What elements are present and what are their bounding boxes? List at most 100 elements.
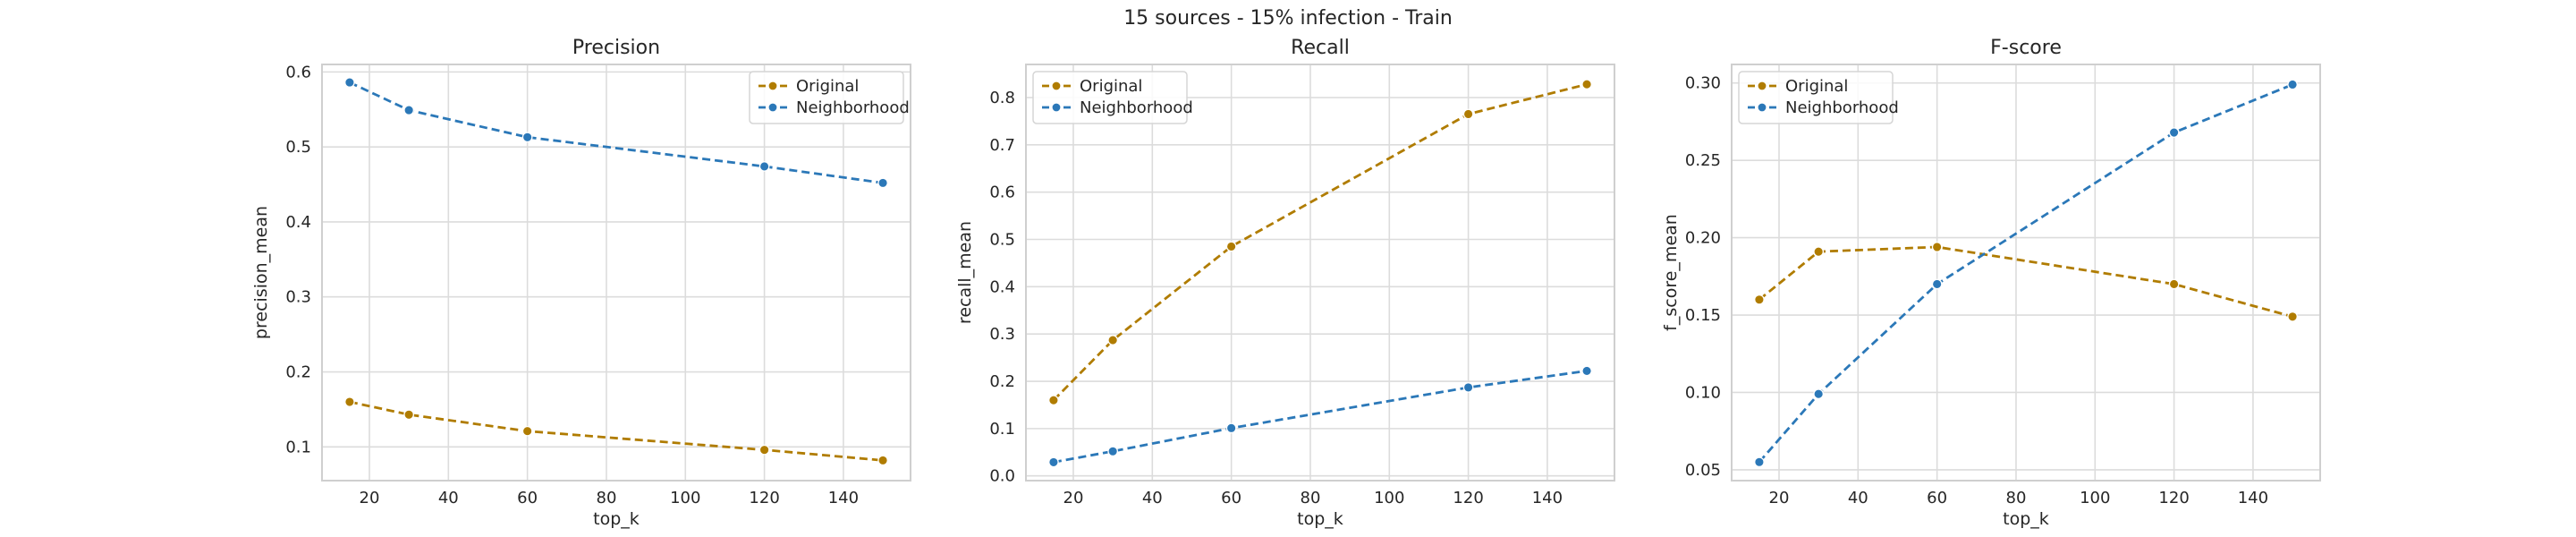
x-tick-label: 120 (1453, 489, 1483, 507)
panel-title: Precision (572, 37, 660, 59)
x-tick-label: 40 (1848, 489, 1868, 507)
x-axis-label: top_k (593, 509, 640, 529)
x-tick-label: 100 (670, 489, 700, 507)
data-point-neighborhood (403, 105, 415, 115)
data-point-neighborhood (1107, 446, 1119, 457)
data-point-original (1813, 246, 1825, 258)
x-tick-label: 60 (517, 489, 538, 507)
y-tick-label: 0.5 (285, 138, 311, 157)
data-point-neighborhood (2287, 79, 2298, 90)
data-point-neighborhood (1462, 382, 1474, 393)
data-point-neighborhood (344, 77, 355, 88)
y-tick-label: 0.1 (285, 438, 311, 456)
y-tick-label: 0.6 (285, 63, 311, 81)
series-line-original (349, 400, 884, 462)
series-line-original (1758, 245, 2293, 319)
legend-label: Neighborhood (1785, 98, 1899, 117)
x-tick-label: 80 (1301, 489, 1321, 507)
y-tick-label: 0.1 (989, 420, 1015, 439)
plot-frame (321, 64, 911, 482)
legend-swatch-marker (767, 102, 778, 113)
data-point-neighborhood (758, 161, 770, 172)
legend-box (1738, 71, 1894, 124)
x-tick-label: 40 (1142, 489, 1163, 507)
legend-swatch-marker (1757, 102, 1767, 113)
series-line-original (1052, 82, 1588, 402)
y-tick-label: 0.8 (989, 89, 1015, 107)
x-axis-label: top_k (1297, 509, 1343, 529)
data-point-original (1581, 79, 1592, 90)
y-tick-label: 0.10 (1685, 383, 1721, 402)
y-tick-label: 0.15 (1685, 306, 1721, 325)
data-point-original (877, 455, 888, 466)
y-tick-label: 0.0 (989, 467, 1015, 486)
y-tick-label: 0.7 (989, 136, 1015, 155)
recall-panel: 20 40 60 80 100 120 140 0.0 0.1 0.2 0.3 0.4 0.5 0.6 0.… (955, 37, 1615, 529)
x-tick-label: 140 (2238, 489, 2268, 507)
y-tick-label: 0.4 (285, 213, 311, 232)
data-point-original (2287, 311, 2298, 322)
legend-label: Neighborhood (1080, 98, 1193, 117)
y-tick-label: 0.05 (1685, 461, 1721, 480)
y-tick-label: 0.2 (989, 372, 1015, 391)
y-tick-label: 0.4 (989, 277, 1015, 296)
data-point-neighborhood (1048, 456, 1059, 468)
x-tick-label: 80 (597, 489, 617, 507)
legend-swatch-marker (1757, 81, 1767, 91)
data-point-neighborhood (2168, 127, 2180, 138)
x-tick-label: 20 (1063, 489, 1084, 507)
data-point-neighborhood (1931, 278, 1943, 290)
data-point-neighborhood (1813, 388, 1825, 400)
panel-title: F-score (1990, 37, 2062, 59)
data-point-original (521, 425, 533, 437)
data-point-neighborhood (877, 177, 888, 189)
legend-swatch-marker (1051, 102, 1062, 113)
legend-label: Neighborhood (796, 98, 910, 117)
plot-frame (1731, 64, 2321, 482)
legend-label: Original (796, 77, 859, 96)
data-point-original (1931, 242, 1943, 252)
y-axis-label: precision_mean (251, 206, 271, 339)
x-tick-label: 100 (1374, 489, 1404, 507)
series-line-neighborhood (1758, 83, 2293, 464)
series-line-neighborhood (1053, 370, 1588, 464)
data-point-original (1225, 241, 1237, 252)
legend-label: Original (1080, 77, 1142, 96)
x-tick-label: 40 (438, 489, 459, 507)
y-tick-label: 0.3 (285, 288, 311, 307)
data-point-original (1107, 335, 1119, 345)
panel-title: Recall (1291, 37, 1350, 59)
y-axis-label: recall_mean (955, 221, 975, 324)
data-point-neighborhood (1225, 422, 1237, 434)
x-tick-label: 20 (1769, 489, 1790, 507)
f-score-panel: 20 40 60 80 100 120 140 0.05 0.10 0.15 0.20 0.25 0.3… (1661, 37, 2321, 529)
x-tick-label: 20 (360, 489, 380, 507)
x-tick-label: 140 (1532, 489, 1563, 507)
data-point-original (403, 409, 415, 421)
data-point-original (2168, 278, 2180, 290)
y-tick-label: 0.20 (1685, 229, 1721, 248)
x-axis-label: top_k (2003, 509, 2049, 529)
data-point-neighborhood (1754, 456, 1765, 468)
data-point-original (1462, 108, 1474, 120)
y-tick-label: 0.6 (989, 183, 1015, 202)
data-point-original (344, 396, 355, 407)
series-line-neighborhood (349, 81, 884, 184)
legend: Original Neighborhood (1032, 71, 1193, 124)
y-tick-label: 0.3 (989, 325, 1015, 344)
y-tick-label: 0.25 (1685, 151, 1721, 170)
data-point-original (1754, 294, 1765, 305)
y-axis-label: f_score_mean (1661, 214, 1681, 331)
x-tick-label: 60 (1221, 489, 1241, 507)
data-point-original (758, 444, 770, 456)
y-tick-label: 0.5 (989, 231, 1015, 250)
y-tick-label: 0.2 (285, 363, 311, 382)
precision-panel: 20 40 60 80 100 120 140 0.1 0.2 0.3 0.4 0.5 0.6 Preci… (251, 37, 911, 529)
x-tick-label: 120 (2158, 489, 2189, 507)
figure-suptitle: 15 sources - 15% infection - Train (1123, 7, 1453, 30)
plot-frame (1025, 64, 1615, 482)
x-tick-label: 120 (749, 489, 779, 507)
data-point-original (1048, 395, 1059, 406)
legend: Original Neighborhood (749, 71, 910, 124)
